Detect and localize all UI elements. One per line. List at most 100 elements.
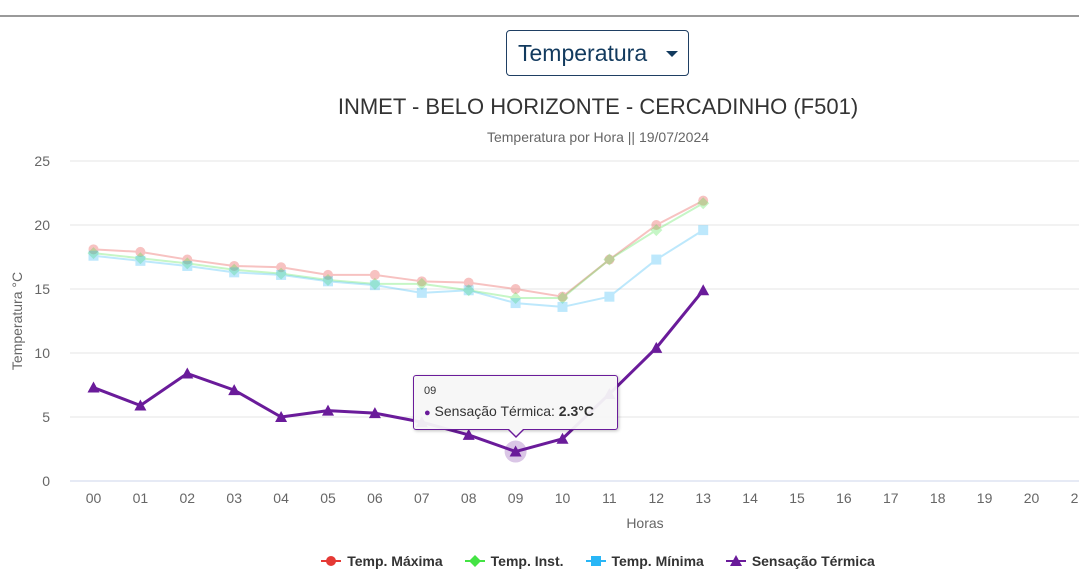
data-point (368, 407, 381, 419)
x-tick-label: 00 (86, 490, 102, 506)
data-point (135, 255, 146, 266)
data-point (182, 254, 193, 265)
x-tick-label: 19 (977, 490, 993, 506)
data-point (134, 399, 147, 411)
data-point (322, 404, 334, 416)
chart-title: INMET - BELO HORIZONTE - CERCADINHO (F50… (337, 94, 859, 119)
series-line (92, 202, 705, 299)
variable-dropdown-value: Temperatura (518, 39, 648, 66)
tooltip-value: 2.3°C (558, 403, 594, 419)
legend-label: Sensação Térmica (751, 553, 875, 569)
data-point (557, 291, 568, 302)
y-tick-label: 10 (34, 345, 50, 361)
data-point (369, 280, 380, 291)
data-point (228, 384, 241, 396)
legend-item[interactable]: Sensação Térmica (725, 553, 875, 569)
data-point (463, 277, 474, 288)
data-point (87, 381, 100, 393)
x-tick-label: 12 (649, 490, 665, 506)
tooltip-header: 09 (424, 385, 437, 397)
data-point (135, 246, 146, 257)
data-point (416, 287, 427, 298)
x-tick-label: 01 (133, 490, 149, 506)
data-point (510, 284, 521, 294)
y-tick-label: 5 (42, 409, 50, 425)
x-tick-label: 13 (695, 490, 711, 506)
x-axis-title: Horas (626, 515, 663, 531)
tooltip-body: ● Sensação Térmica: 2.3°C (424, 403, 594, 419)
data-point (603, 253, 616, 266)
data-point (604, 254, 615, 265)
data-point (698, 225, 709, 236)
series-sensa-o-t-rmica[interactable] (87, 284, 710, 457)
data-point (697, 197, 710, 210)
data-point (276, 269, 287, 280)
tooltip-series-label: Sensação Térmica: (434, 403, 559, 419)
data-point (462, 284, 475, 297)
data-point (368, 277, 381, 290)
data-point (415, 277, 428, 290)
x-tick-label: 03 (226, 490, 242, 506)
series-line (92, 199, 705, 298)
data-point (134, 252, 147, 265)
data-point (369, 269, 380, 280)
chart-tooltip: 09 ● Sensação Térmica: 2.3°C (413, 375, 618, 438)
legend-symbol (321, 556, 342, 566)
top-divider (0, 15, 1079, 17)
data-point (229, 260, 240, 271)
x-tick-label: 08 (461, 490, 477, 506)
data-point (275, 411, 288, 422)
legend-item[interactable]: Temp. Mínima (585, 553, 704, 569)
data-point (557, 301, 568, 312)
y-tick-label: 15 (34, 281, 50, 297)
tooltip-pointer-fill (508, 428, 524, 436)
x-tick-label: 14 (742, 490, 758, 506)
legend-label: Temp. Máxima (347, 553, 443, 569)
data-point (181, 367, 194, 379)
data-point (510, 298, 521, 309)
y-tick-label: 20 (34, 217, 50, 233)
data-point (697, 284, 710, 296)
data-point (87, 247, 100, 260)
data-point (416, 276, 427, 287)
y-tick-label: 25 (34, 153, 50, 169)
data-point (556, 432, 569, 444)
data-point (556, 291, 569, 304)
chart-subtitle: Temperatura por Hora || 19/07/2024 (486, 129, 710, 145)
x-tick-label: 15 (789, 490, 805, 506)
chart-legend: Temp. Máxima Temp. Inst. Temp. Mínima Sensa… (0, 553, 1079, 569)
data-point (228, 263, 241, 276)
data-point (276, 262, 287, 273)
data-point (650, 341, 663, 353)
x-tick-label: 11 (602, 490, 617, 506)
legend-label: Temp. Mínima (611, 553, 704, 569)
y-tick-label: 0 (42, 473, 50, 489)
x-tick-label: 05 (320, 490, 336, 506)
legend-item[interactable]: Temp. Inst. (464, 553, 564, 569)
series-temp-inst-[interactable] (87, 197, 710, 304)
x-tick-label: 07 (414, 490, 430, 506)
x-tick-label: 20 (1024, 490, 1040, 506)
x-tick-label: 02 (180, 490, 196, 506)
chevron-down-icon (666, 51, 678, 57)
legend-item[interactable]: Temp. Máxima (321, 553, 443, 569)
data-point (323, 269, 333, 280)
x-tick-label: 18 (930, 490, 946, 506)
series-temp-m-xima[interactable] (88, 195, 709, 302)
data-point (322, 274, 334, 287)
data-point (463, 285, 474, 296)
data-point (509, 445, 522, 457)
legend-label: Temp. Inst. (490, 553, 564, 569)
data-point (651, 220, 662, 230)
data-point (181, 257, 194, 270)
variable-dropdown[interactable]: Temperatura (506, 30, 689, 76)
data-point (698, 195, 709, 206)
series-temp-m-nima[interactable] (88, 225, 709, 312)
x-tick-label: 17 (883, 490, 899, 506)
data-point (651, 254, 662, 265)
x-tick-label: 21 (1071, 490, 1079, 506)
data-point (650, 224, 663, 237)
data-point (88, 250, 99, 261)
data-point (275, 267, 288, 280)
